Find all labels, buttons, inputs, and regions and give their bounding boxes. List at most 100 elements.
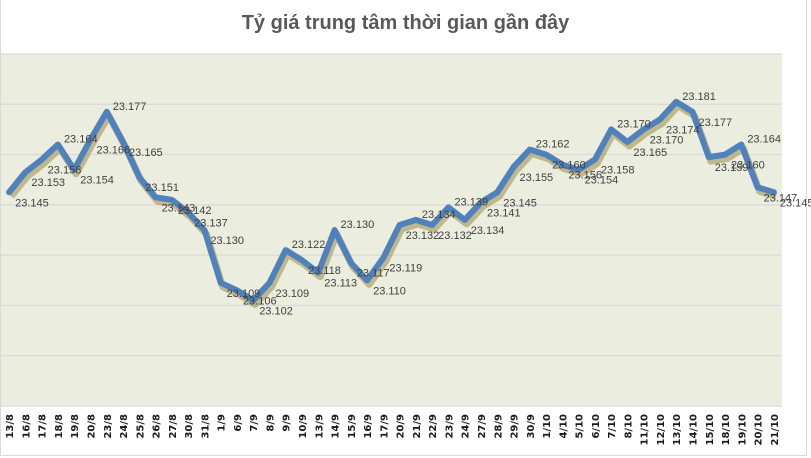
x-tick-label: 23/9 [444, 414, 455, 439]
data-label: 23.164 [747, 134, 781, 146]
x-tick-label: 8/9 [265, 414, 276, 432]
x-tick-label: 22/9 [428, 414, 439, 439]
data-label: 23.162 [536, 139, 570, 151]
data-label: 23.154 [80, 175, 114, 187]
data-label: 23.165 [633, 147, 667, 159]
data-label: 23.143 [162, 202, 196, 214]
data-label: 23.164 [64, 134, 98, 146]
data-label: 23.119 [389, 263, 422, 275]
x-tick-label: 13/8 [5, 414, 16, 439]
data-label: 23.153 [31, 177, 65, 189]
x-tick-label: 20/10 [754, 414, 765, 446]
x-tick-label: 10/9 [298, 414, 309, 439]
x-tick-label: 18/10 [721, 414, 732, 446]
x-tick-label: 13/9 [314, 414, 325, 439]
data-label: 23.139 [454, 196, 488, 208]
data-label: 23.156 [568, 170, 602, 182]
x-tick-label: 27/8 [168, 414, 179, 439]
data-label: 23.132 [406, 230, 440, 242]
data-label: 23.142 [178, 205, 212, 217]
x-tick-label: 19/8 [70, 414, 81, 439]
x-tick-label: 20/8 [86, 414, 97, 439]
data-label: 23.170 [650, 134, 684, 146]
x-tick-label: 7/10 [607, 414, 618, 439]
data-label: 23.130 [341, 219, 375, 231]
data-label: 23.177 [699, 117, 733, 129]
x-tick-label: 7/9 [249, 414, 260, 432]
x-tick-label: 13/10 [672, 414, 683, 446]
x-tick-label: 26/8 [152, 414, 163, 439]
data-label: 23.147 [764, 192, 798, 204]
data-label: 23.130 [210, 235, 244, 247]
x-tick-label: 31/8 [200, 414, 211, 439]
data-label: 23.134 [422, 209, 456, 221]
x-tick-label: 29/9 [510, 414, 521, 439]
x-tick-label: 4/10 [558, 414, 569, 439]
x-tick-label: 21/9 [412, 414, 423, 439]
data-label: 23.109 [227, 288, 261, 300]
data-label: 23.145 [15, 197, 49, 209]
x-tick-label: 30/9 [526, 414, 537, 439]
data-label: 23.118 [308, 265, 341, 277]
x-tick-label: 21/10 [770, 414, 781, 446]
data-label: 23.159 [715, 162, 749, 174]
data-label: 23.102 [259, 305, 293, 317]
x-tick-label: 28/9 [493, 414, 504, 439]
x-tick-label: 19/10 [737, 414, 748, 446]
data-label: 23.145 [780, 197, 811, 209]
data-label: 23.160 [731, 160, 765, 172]
x-tick-label: 6/9 [233, 414, 244, 432]
x-tick-label: 16/9 [363, 414, 374, 439]
x-tick-label: 8/10 [623, 414, 634, 439]
x-tick-label: 15/9 [347, 414, 358, 439]
x-tick-label: 6/10 [591, 414, 602, 439]
chart-title: Tỷ giá trung tâm thời gian gần đây [241, 12, 570, 34]
data-label: 23.151 [145, 182, 179, 194]
data-label: 23.155 [520, 172, 554, 184]
data-label: 23.122 [292, 239, 326, 251]
data-label: 23.154 [585, 175, 619, 187]
x-tick-label: 24/9 [461, 414, 472, 439]
data-label: 23.110 [373, 285, 406, 297]
data-label: 23.174 [666, 124, 700, 136]
x-tick-label: 23/8 [103, 414, 114, 439]
data-label: 23.160 [552, 160, 586, 172]
x-tick-label: 1/10 [542, 414, 553, 439]
series-line [6, 98, 777, 304]
x-tick-label: 16/8 [21, 414, 32, 439]
data-label: 23.181 [682, 91, 716, 103]
x-tick-label: 9/9 [282, 414, 293, 432]
x-tick-label: 30/8 [184, 414, 195, 439]
data-label: 23.158 [48, 165, 82, 177]
x-tick-label: 17/8 [38, 414, 49, 439]
x-tick-label: 27/9 [477, 414, 488, 439]
x-tick-label: 5/10 [575, 414, 586, 439]
x-tick-label: 14/9 [331, 414, 342, 439]
x-tick-label: 14/10 [689, 414, 700, 446]
x-tick-label: 1/9 [217, 414, 228, 432]
data-label: 23.117 [357, 268, 390, 280]
plot-area [1, 54, 782, 406]
data-label: 23.145 [503, 197, 537, 209]
data-label: 23.113 [324, 278, 357, 290]
x-tick-label: 12/10 [656, 414, 667, 446]
x-tick-label: 17/9 [379, 414, 390, 439]
data-label: 23.166 [96, 144, 130, 156]
data-label: 23.170 [617, 118, 651, 130]
x-tick-label: 18/8 [54, 414, 65, 439]
x-tick-label: 25/8 [135, 414, 146, 439]
data-label: 23.165 [129, 147, 163, 159]
data-label: 23.141 [487, 207, 521, 219]
data-label: 23.158 [601, 165, 635, 177]
data-label: 23.132 [438, 230, 472, 242]
x-tick-label: 24/8 [119, 414, 130, 439]
data-label: 23.177 [113, 101, 147, 113]
data-label: 23.106 [243, 295, 277, 307]
x-tick-label: 20/9 [396, 414, 407, 439]
x-tick-label: 11/10 [640, 414, 651, 446]
data-label: 23.134 [471, 225, 505, 237]
x-tick-label: 15/10 [705, 414, 716, 446]
data-label: 23.109 [275, 288, 309, 300]
data-label: 23.137 [194, 217, 228, 229]
